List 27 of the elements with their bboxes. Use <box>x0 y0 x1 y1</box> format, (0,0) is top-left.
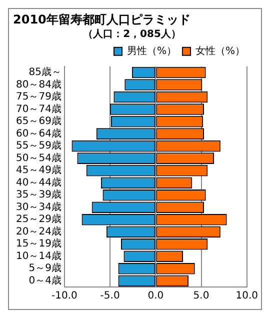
y-tick-label: 20～24歳 <box>16 225 62 238</box>
y-tick-label: 45～49歳 <box>16 164 62 176</box>
legend-label: 女性（%） <box>196 44 246 57</box>
legend-label: 男性（%） <box>126 44 177 57</box>
y-tick-label: 65～69歳 <box>16 115 62 128</box>
y-tick-label: 10～14歳 <box>16 250 62 262</box>
x-tick-label: 0.0 <box>148 290 164 302</box>
y-tick-label: 0～4歳 <box>28 274 62 286</box>
y-tick-label: 60～64歳 <box>16 127 62 140</box>
y-tick-label: 85歳～ <box>28 66 62 78</box>
y-tick-label: 70～74歳 <box>16 102 62 115</box>
x-tick-label: -10.0 <box>52 290 78 302</box>
y-tick-label: 5～9歳 <box>28 262 62 274</box>
y-tick-label: 15～19歳 <box>16 238 62 250</box>
y-tick-label: 35～39歳 <box>16 188 62 201</box>
chart-subtitle: （人口：2，085人） <box>83 28 181 40</box>
chart-title: 2010年留寿都町人口ピラミッド <box>13 12 190 26</box>
x-tick-label: 5.0 <box>193 290 210 302</box>
y-tick-label: 30～34歳 <box>16 200 62 213</box>
x-tick-label: 10.0 <box>236 290 258 302</box>
y-tick-label: 25～29歳 <box>16 213 62 226</box>
y-tick-label: 80～84歳 <box>16 78 62 90</box>
x-tick-label: -5.0 <box>100 290 120 302</box>
y-tick-label: 40～44歳 <box>16 176 62 188</box>
y-tick-label: 55～59歳 <box>16 140 62 152</box>
y-tick-label: 75～79歳 <box>16 90 62 103</box>
y-tick-label: 50～54歳 <box>16 152 62 164</box>
